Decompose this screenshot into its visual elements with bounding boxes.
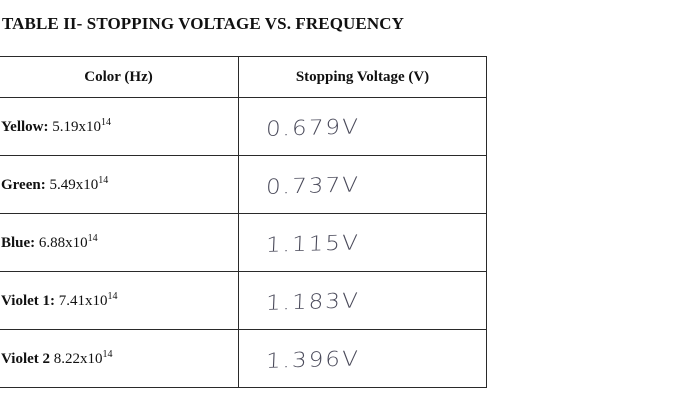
table-row: Violet 1: 7.41x1014 1.183V [0,268,488,333]
frequency-mantissa: 6.88x10 [38,235,88,251]
table-row: Violet 2 8.22x1014 1.396V [0,326,488,391]
voltage-cell: 0.737V [237,152,488,217]
frequency-cell: Violet 2 8.22x1014 [0,329,239,388]
frequency-exponent: 14 [98,175,109,186]
table-row: Blue: 6.88x1014 1.115V [0,210,488,275]
frequency-mantissa: 5.19x10 [52,119,101,135]
voltage-cell: 1.115V [237,210,488,275]
color-label: Violet 1: [1,293,56,309]
table-title: TABLE II- STOPPING VOLTAGE VS. FREQUENCY [2,14,404,33]
frequency-cell: Yellow: 5.19x1014 [0,97,239,156]
frequency-mantissa: 7.41x10 [58,293,108,309]
handwritten-voltage: 1.396V [264,346,360,373]
header-color: Color (Hz) [0,56,239,98]
handwritten-voltage: 0.679V [264,114,360,141]
voltage-cell: 0.679V [237,94,488,159]
color-label: Yellow: [1,119,49,135]
table-header-row: Color (Hz) Stopping Voltage (V) [0,56,487,98]
header-stopping-voltage: Stopping Voltage (V) [238,56,487,98]
frequency-exponent: 14 [107,291,118,302]
frequency-mantissa: 5.49x10 [49,177,99,193]
voltage-cell: 1.183V [237,268,488,333]
handwritten-voltage: 1.115V [264,230,360,257]
frequency-cell: Blue: 6.88x1014 [0,213,239,272]
handwritten-voltage: 1.183V [264,288,360,315]
frequency-exponent: 14 [101,117,111,128]
frequency-mantissa: 8.22x10 [53,351,103,367]
frequency-exponent: 14 [87,233,98,244]
frequency-cell: Green: 5.49x1014 [0,155,239,214]
table-row: Yellow: 5.19x1014 0.679V [0,94,488,159]
color-label: Green: [1,177,46,193]
stopping-voltage-table: Color (Hz) Stopping Voltage (V) Yellow: … [0,56,488,391]
color-label: Blue: [1,235,36,251]
frequency-cell: Violet 1: 7.41x1014 [0,271,239,330]
color-label: Violet 2 [1,351,51,367]
table-row: Green: 5.49x1014 0.737V [0,152,488,217]
voltage-cell: 1.396V [237,326,488,391]
handwritten-voltage: 0.737V [264,172,360,199]
frequency-exponent: 14 [102,349,113,360]
